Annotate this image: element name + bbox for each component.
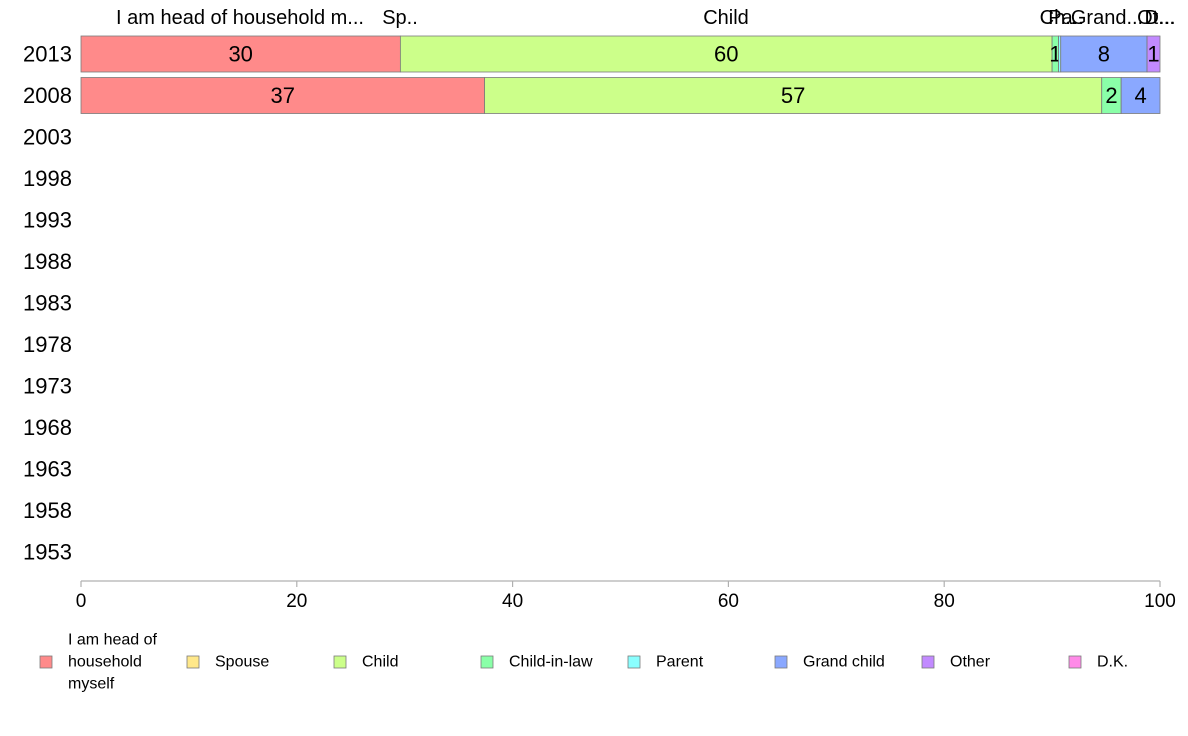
segment-header-label: Ch.. <box>1040 7 1077 29</box>
x-tick-label: 100 <box>1144 591 1176 612</box>
x-axis: 0 20 40 60 80 100 <box>76 580 1176 612</box>
data-label: 4 <box>1134 83 1146 108</box>
legend-label: myself <box>68 676 115 693</box>
year-label: 1993 <box>23 208 72 233</box>
data-label: 30 <box>228 42 252 67</box>
data-label: 60 <box>714 42 738 67</box>
legend-label: Spouse <box>215 654 269 671</box>
y-axis: 2013 2008 2003 1998 1993 1988 1983 1978 1973 1968… <box>23 42 72 565</box>
segment-header-label: Child <box>703 7 749 29</box>
x-tick-label: 20 <box>286 591 307 612</box>
bar-segment <box>80 35 401 73</box>
bars: 30 60 1 8 137 57 2 4 <box>80 35 1161 114</box>
legend-label: I am head of <box>68 632 158 649</box>
data-label: 1 <box>1147 42 1159 67</box>
segment-header-label: Sp.. <box>382 7 418 29</box>
top-labels: I am head of household m... Sp.. Child Ch..… <box>116 7 1176 29</box>
legend-swatch <box>39 655 53 669</box>
bar-segment <box>484 77 1103 114</box>
bar-segment <box>399 35 1053 73</box>
year-label: 1953 <box>23 540 72 565</box>
segment-header-label: Ot... <box>1137 7 1175 29</box>
legend-label: D.K. <box>1097 654 1128 671</box>
segment-header-label: D... <box>1144 7 1175 29</box>
year-label: 1963 <box>23 457 72 482</box>
legend-swatch <box>480 655 494 669</box>
year-label: 2013 <box>23 42 72 67</box>
legend-swatch <box>333 655 347 669</box>
year-label: 1978 <box>23 332 72 357</box>
year-label: 1973 <box>23 374 72 399</box>
x-tick-label: 60 <box>718 591 739 612</box>
legend-label: Other <box>950 654 991 671</box>
legend-swatch <box>1068 655 1082 669</box>
legend: I am head of household myself Spouse Child Ch… <box>39 632 1128 693</box>
x-tick-label: 40 <box>502 591 523 612</box>
data-label: 8 <box>1098 42 1110 67</box>
segment-header-label: Grand... <box>1071 7 1143 29</box>
year-label: 1958 <box>23 498 72 523</box>
legend-swatch <box>774 655 788 669</box>
legend-swatch <box>186 655 200 669</box>
x-tick-label: 0 <box>76 591 87 612</box>
legend-label: Parent <box>656 654 704 671</box>
bar-segment <box>1060 35 1148 73</box>
legend-label: household <box>68 654 142 671</box>
data-label: 57 <box>781 83 805 108</box>
legend-label: Child-in-law <box>509 654 593 671</box>
year-label: 2003 <box>23 125 72 150</box>
bar-segment <box>1146 35 1161 73</box>
legend-label: Child <box>362 654 398 671</box>
bar-segment <box>80 77 485 114</box>
legend-swatch <box>627 655 641 669</box>
year-label: 1998 <box>23 166 72 191</box>
year-label: 1988 <box>23 249 72 274</box>
segment-header-label: Pa.. <box>1048 7 1084 29</box>
year-label: 1968 <box>23 415 72 440</box>
bar-segment <box>1120 77 1161 114</box>
year-label: 1983 <box>23 291 72 316</box>
data-label: 37 <box>271 83 295 108</box>
legend-swatch <box>921 655 935 669</box>
x-tick-label: 80 <box>934 591 955 612</box>
segment-header-label: I am head of household m... <box>116 7 364 29</box>
legend-label: Grand child <box>803 654 885 671</box>
year-label: 2008 <box>23 83 72 108</box>
data-label: 2 <box>1105 83 1117 108</box>
